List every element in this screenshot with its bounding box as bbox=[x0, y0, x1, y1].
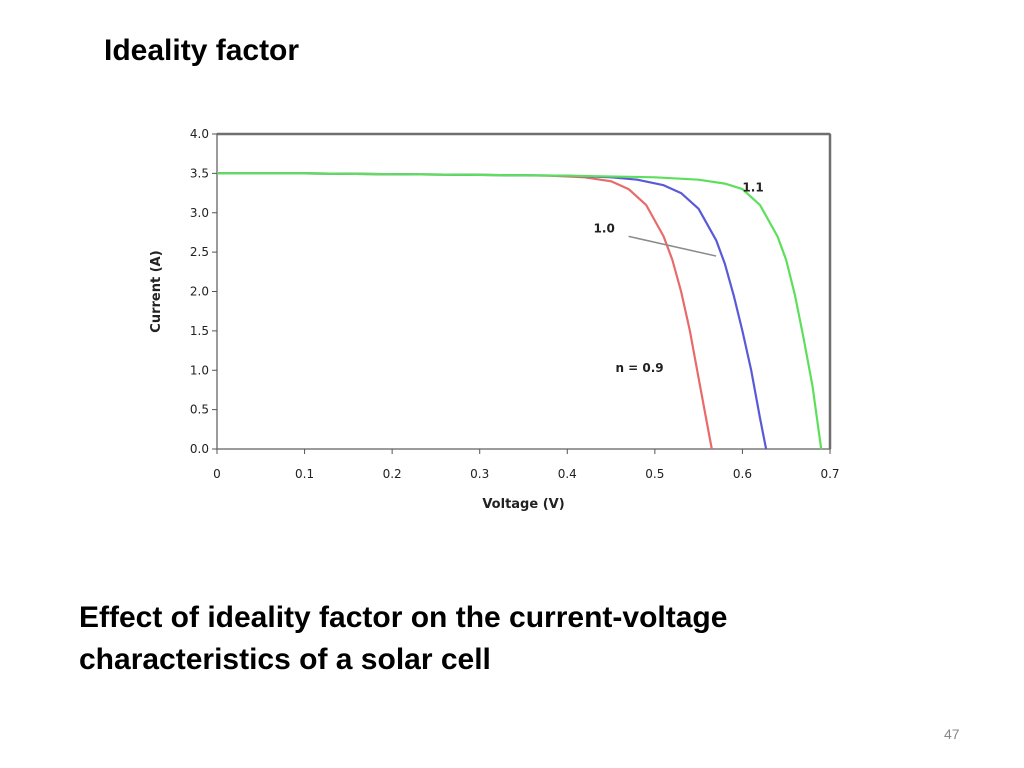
annotation-label-2: 1.0 bbox=[594, 221, 615, 235]
x-axis-label: Voltage (V) bbox=[482, 497, 564, 512]
y-tick-label: 1.0 bbox=[190, 363, 209, 377]
iv-chart-svg: 0.0 0.5 1.0 1.5 2.0 2.5 3.0 3.5 4.0 0 0.1 0.2 0.3 0.4… bbox=[149, 127, 840, 512]
plot-frame bbox=[216, 133, 831, 450]
iv-chart: 0.0 0.5 1.0 1.5 2.0 2.5 3.0 3.5 4.0 0 0.1 0.2 0.3 0.4… bbox=[140, 120, 860, 520]
caption-line-1: Effect of ideality factor on the current… bbox=[79, 601, 728, 634]
y-axis-label: Current (A) bbox=[149, 250, 164, 332]
y-tick-label: 3.0 bbox=[190, 206, 209, 220]
slide-title: Ideality factor bbox=[104, 34, 300, 67]
y-tick-label: 2.0 bbox=[190, 285, 209, 299]
y-tick-label: 0.0 bbox=[190, 442, 209, 456]
y-tick-label: 3.5 bbox=[190, 166, 209, 180]
x-tick-label: 0.5 bbox=[645, 467, 664, 481]
caption-line-2: characteristics of a solar cell bbox=[79, 643, 491, 676]
y-tick-label: 2.5 bbox=[190, 245, 209, 259]
x-tick-label: 0.2 bbox=[383, 467, 402, 481]
slide-caption: Effect of ideality factor on the current… bbox=[79, 597, 899, 681]
series-line-3 bbox=[217, 172, 823, 450]
x-tick-label: 0.6 bbox=[733, 467, 752, 481]
slide-number: 47 bbox=[944, 726, 960, 742]
x-tick-label: 0.7 bbox=[820, 467, 839, 481]
annotation-label-1: 1.1 bbox=[742, 180, 763, 194]
y-tick-label: 1.5 bbox=[190, 324, 209, 338]
y-tick-label: 4.0 bbox=[190, 127, 209, 141]
x-tick-label: 0.4 bbox=[558, 467, 577, 481]
y-tick-label: 0.5 bbox=[190, 403, 209, 417]
annotation-pointer bbox=[628, 235, 717, 257]
x-tick-label: 0.3 bbox=[470, 467, 489, 481]
x-tick-label: 0.1 bbox=[295, 467, 314, 481]
annotation-label-3: n = 0.9 bbox=[615, 361, 663, 375]
x-tick-label: 0 bbox=[213, 467, 221, 481]
